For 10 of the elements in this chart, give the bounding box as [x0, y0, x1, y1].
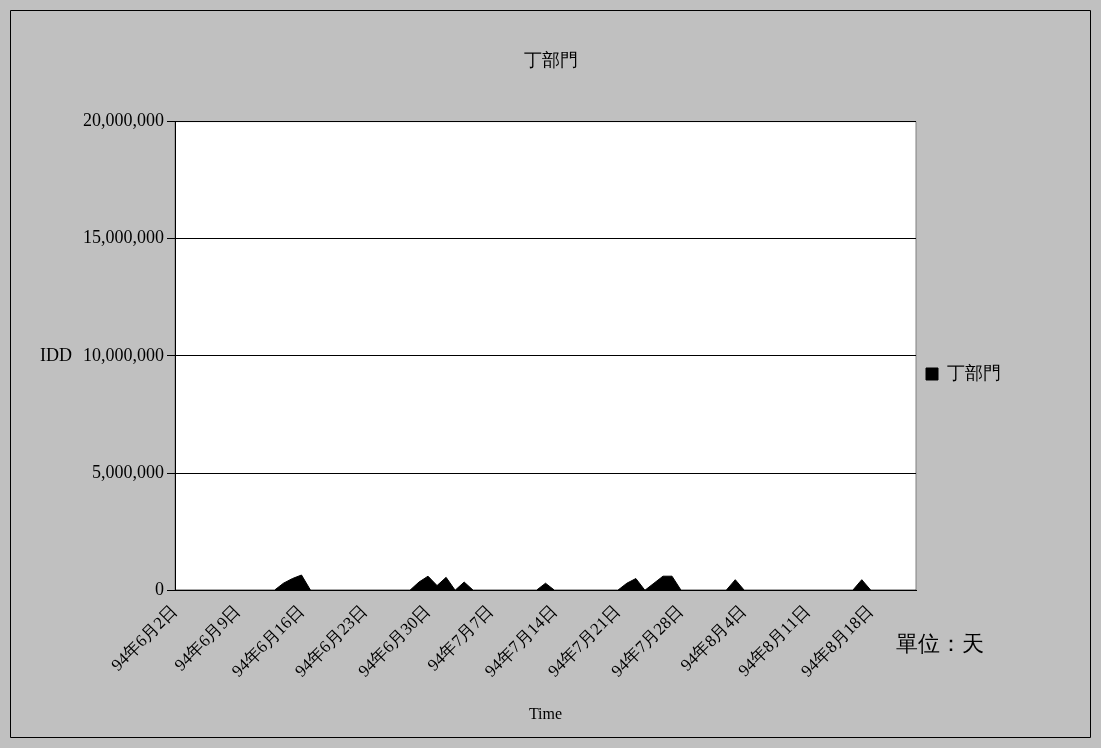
x-axis-title: Time [528, 704, 563, 722]
y-tick-label: 20,000,000 [83, 110, 164, 131]
chart-title: 丁部門 [523, 49, 578, 70]
y-tick-label: 10,000,000 [83, 344, 164, 365]
y-tick-label: 0 [155, 578, 164, 599]
y-tick-label: 5,000,000 [92, 461, 164, 482]
legend-label: 丁部門 [947, 361, 1001, 383]
y-tick-label: 15,000,000 [83, 227, 164, 248]
y-axis-title: IDD [40, 344, 72, 365]
text: 單位：天 [896, 630, 984, 656]
